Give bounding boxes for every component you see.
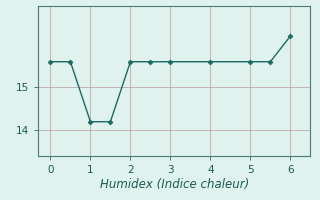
X-axis label: Humidex (Indice chaleur): Humidex (Indice chaleur) bbox=[100, 178, 249, 191]
